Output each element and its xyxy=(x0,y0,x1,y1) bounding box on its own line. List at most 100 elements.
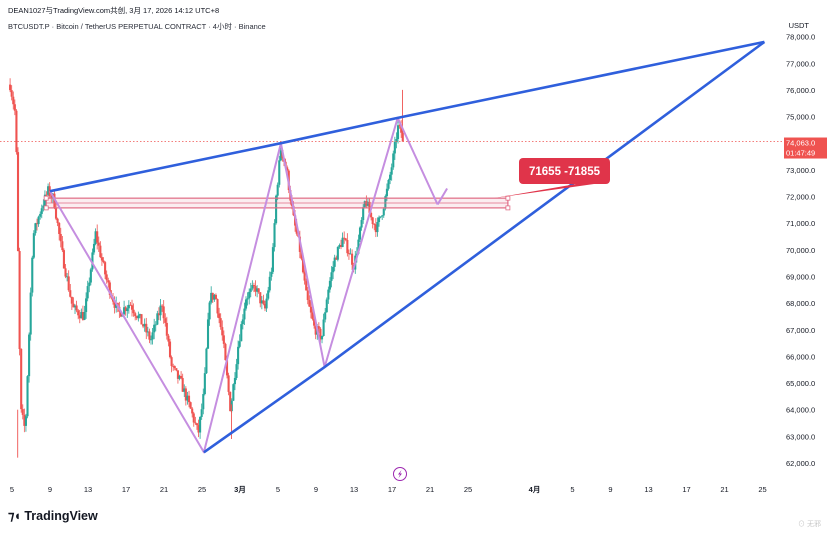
candle-body xyxy=(10,90,13,97)
candle-body xyxy=(45,194,48,196)
candle-body xyxy=(276,184,279,196)
candle-body xyxy=(374,224,377,233)
candle-body xyxy=(216,299,219,314)
candle-body xyxy=(363,201,366,208)
candle-body xyxy=(224,343,227,361)
candle-body xyxy=(172,366,175,367)
candle-body xyxy=(227,375,230,392)
candle-body xyxy=(127,304,130,309)
tradingview-logo: ⁊◖ TradingView xyxy=(8,508,98,524)
price-tick-label: 63,000.0 xyxy=(786,432,815,441)
candle-body xyxy=(134,313,137,317)
candle-body xyxy=(23,414,26,426)
candle-body xyxy=(69,290,72,297)
candle-body xyxy=(66,276,69,278)
candle-body xyxy=(211,292,214,300)
candle-body xyxy=(99,245,102,258)
candle-body xyxy=(202,394,205,410)
candle-body xyxy=(222,335,225,344)
candle-body xyxy=(135,316,138,319)
candle-body xyxy=(205,348,208,374)
candle-body xyxy=(143,323,146,327)
candle-body xyxy=(389,174,392,181)
time-tick-label: 13 xyxy=(84,485,92,494)
candle-body xyxy=(271,247,274,272)
zigzag-pattern-line[interactable] xyxy=(49,116,439,454)
candle-body xyxy=(178,375,181,379)
candle-body xyxy=(50,196,53,198)
candle-body xyxy=(268,276,271,291)
zone-callout-box[interactable] xyxy=(519,158,610,184)
candle-body xyxy=(145,323,148,333)
candle-body xyxy=(26,376,29,417)
last-price-tag xyxy=(784,137,827,159)
candle-body xyxy=(186,395,189,401)
candle-body xyxy=(219,318,222,328)
candle-body xyxy=(12,96,15,105)
candle-body xyxy=(343,237,346,239)
candle-body xyxy=(384,196,387,209)
candle-body xyxy=(320,335,324,340)
candle-body xyxy=(265,298,268,309)
candle-body xyxy=(91,252,94,270)
tradingview-logo-text: TradingView xyxy=(24,509,98,523)
time-tick-label: 21 xyxy=(426,485,434,494)
candle-body xyxy=(28,334,31,377)
candle-body xyxy=(72,303,75,308)
zone-handle[interactable] xyxy=(505,195,511,201)
wedge-upper-trendline[interactable] xyxy=(49,40,765,193)
candle-body xyxy=(39,213,42,217)
last-price-value: 74,063.0 xyxy=(786,139,815,148)
candle-body xyxy=(381,215,384,217)
candle-body xyxy=(311,312,314,319)
candle-body xyxy=(105,274,108,281)
candle-body xyxy=(357,239,360,254)
candle-body xyxy=(167,335,170,342)
candle-body xyxy=(246,298,249,300)
candle-body xyxy=(191,408,194,414)
zone-handle[interactable] xyxy=(43,205,49,211)
wedge-lower-trendline[interactable] xyxy=(203,40,766,454)
candle-body xyxy=(390,167,393,175)
candle-body xyxy=(339,245,343,248)
time-tick-label: 3月 xyxy=(234,485,246,494)
drawing-overlays: 71655 -71855 xyxy=(0,40,782,481)
candle-body xyxy=(322,319,325,336)
candle-body xyxy=(328,280,331,290)
candle-body xyxy=(192,413,195,423)
time-tick-label: 25 xyxy=(464,485,472,494)
candle-body xyxy=(214,294,217,300)
candle-body xyxy=(203,373,206,395)
candle-body xyxy=(138,314,141,316)
candle-body xyxy=(59,233,62,242)
price-tick-label: 73,000.0 xyxy=(786,166,815,175)
time-tick-label: 13 xyxy=(644,485,652,494)
price-tick-label: 62,000.0 xyxy=(786,459,815,468)
candle-body xyxy=(248,291,251,299)
candle-body xyxy=(324,312,327,320)
candle-body xyxy=(392,153,395,168)
candle-body xyxy=(332,266,335,273)
candle-body xyxy=(267,290,270,299)
zone-handle[interactable] xyxy=(43,195,49,201)
candle-body xyxy=(243,308,246,320)
candle-body xyxy=(319,328,322,340)
time-tick-label: 17 xyxy=(682,485,690,494)
candle-body xyxy=(67,276,70,291)
candle-body xyxy=(54,208,58,219)
zone-handle[interactable] xyxy=(505,205,511,211)
time-tick-label: 25 xyxy=(758,485,766,494)
candle-body xyxy=(213,294,216,300)
candle-body xyxy=(37,216,40,225)
price-tick-label: 78,000.0 xyxy=(786,33,815,42)
candle-body xyxy=(206,319,210,349)
candle-body xyxy=(240,324,243,342)
candle-body xyxy=(78,315,81,319)
time-tick-label: 5 xyxy=(276,485,280,494)
time-tick-label: 9 xyxy=(314,485,318,494)
candle-body xyxy=(77,310,80,316)
candle-body xyxy=(151,332,154,340)
candle-body xyxy=(314,325,317,335)
time-tick-label: 4月 xyxy=(529,485,541,494)
